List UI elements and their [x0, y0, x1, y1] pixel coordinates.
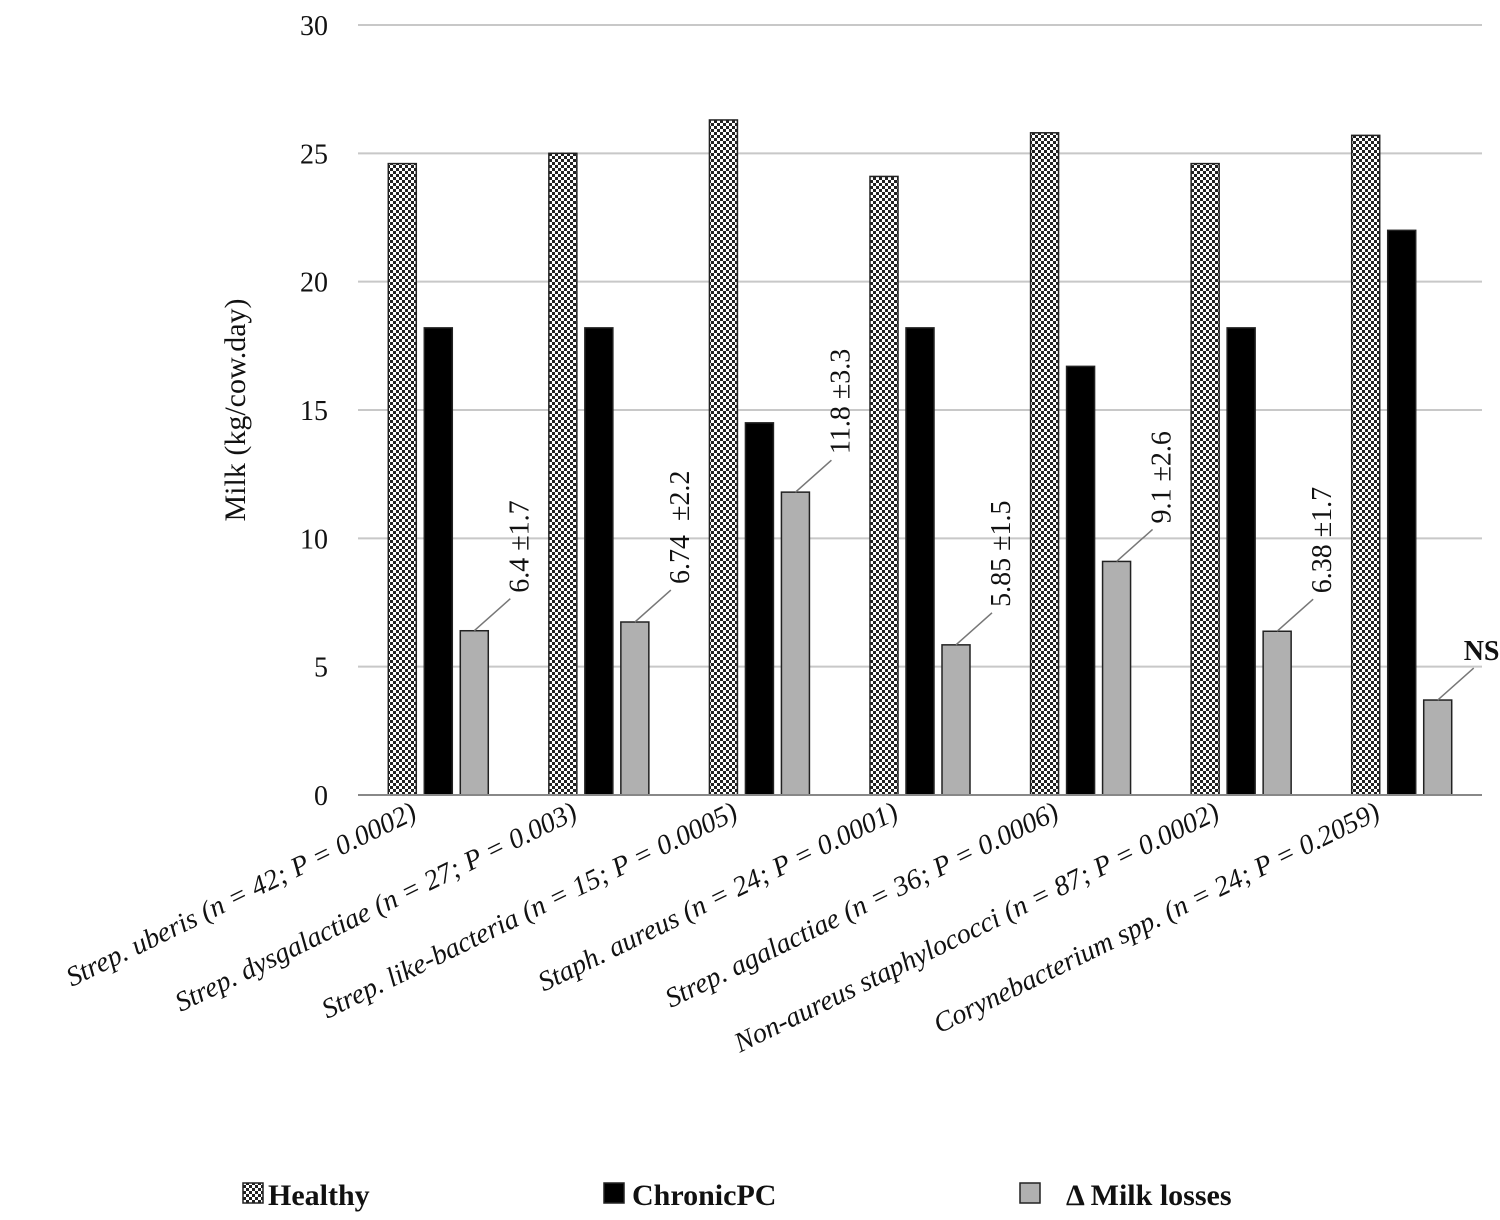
bars	[387, 119, 1453, 796]
bar-healthy	[1029, 132, 1060, 796]
annotation-leader	[794, 459, 832, 493]
annotation-label: 11.8 ±3.3	[825, 349, 856, 454]
bar-milk-losses	[941, 644, 971, 796]
y-tick-label: 5	[314, 653, 328, 684]
bar-healthy	[387, 162, 418, 796]
legend: Healthy ChronicPC Δ Milk losses	[242, 1179, 1232, 1212]
annotation-leader	[473, 598, 511, 632]
category-labels: Strep. uberis (n = 42; P = 0.0002)Strep.…	[61, 796, 1384, 1059]
annotation-label: 6.74 ±2.2	[665, 471, 696, 584]
annotation-label: 6.4 ±1.7	[504, 500, 535, 592]
annotation-label: 9.1 ±2.6	[1147, 431, 1178, 523]
bar-chronicpc	[744, 422, 775, 796]
bar-chronicpc	[423, 327, 454, 796]
legend-label: Δ Milk losses	[1066, 1179, 1232, 1212]
annotation-label: 6.38 ±1.7	[1307, 487, 1338, 593]
bar-chronicpc	[1386, 229, 1417, 796]
bar-milk-losses	[1101, 560, 1132, 796]
y-tick-label: 25	[300, 139, 328, 170]
bar-chronicpc	[905, 327, 935, 796]
bar-healthy	[548, 152, 578, 796]
annotation-leader	[1276, 598, 1314, 632]
bar-milk-losses	[1262, 630, 1292, 796]
legend-label: Healthy	[268, 1179, 370, 1212]
annotation-label: NS	[1464, 636, 1500, 667]
legend-swatch	[1019, 1182, 1041, 1204]
annotation-leader	[1116, 528, 1154, 562]
bar-milk-losses	[459, 629, 490, 796]
bar-chronicpc	[584, 327, 614, 796]
bar-milk-losses	[780, 491, 811, 796]
y-tick-label: 10	[300, 524, 328, 555]
bar-healthy	[869, 175, 899, 796]
y-tick-label: 20	[300, 268, 328, 299]
bar-healthy	[708, 119, 739, 796]
y-tick-label: 15	[300, 396, 328, 427]
y-tick-label: 30	[300, 11, 328, 42]
bar-chronicpc	[1065, 365, 1096, 796]
bar-annotations: 6.4 ±1.7 6.74 ±2.2 11.8 ±3.3 5.85 ±1.5 9.1 ±…	[473, 349, 1500, 701]
bar-milk-losses	[1422, 699, 1453, 796]
bar-chronicpc	[1226, 327, 1256, 796]
annotation-leader	[634, 589, 672, 623]
y-tick-label: 0	[314, 781, 328, 812]
annotation-leader	[955, 612, 993, 646]
bar-milk-losses	[620, 621, 650, 796]
annotation-label: 5.85 ±1.5	[986, 500, 1017, 606]
legend-swatch	[242, 1182, 264, 1204]
y-axis-label: Milk (kg/cow.day)	[219, 298, 252, 521]
y-axis-ticks: 0 5 10 15 20 25 30	[300, 11, 328, 812]
legend-swatch	[603, 1182, 625, 1204]
legend-label: ChronicPC	[632, 1179, 776, 1212]
bar-healthy	[1350, 134, 1381, 796]
bar-healthy	[1190, 162, 1220, 796]
annotation-leader	[1437, 667, 1475, 701]
